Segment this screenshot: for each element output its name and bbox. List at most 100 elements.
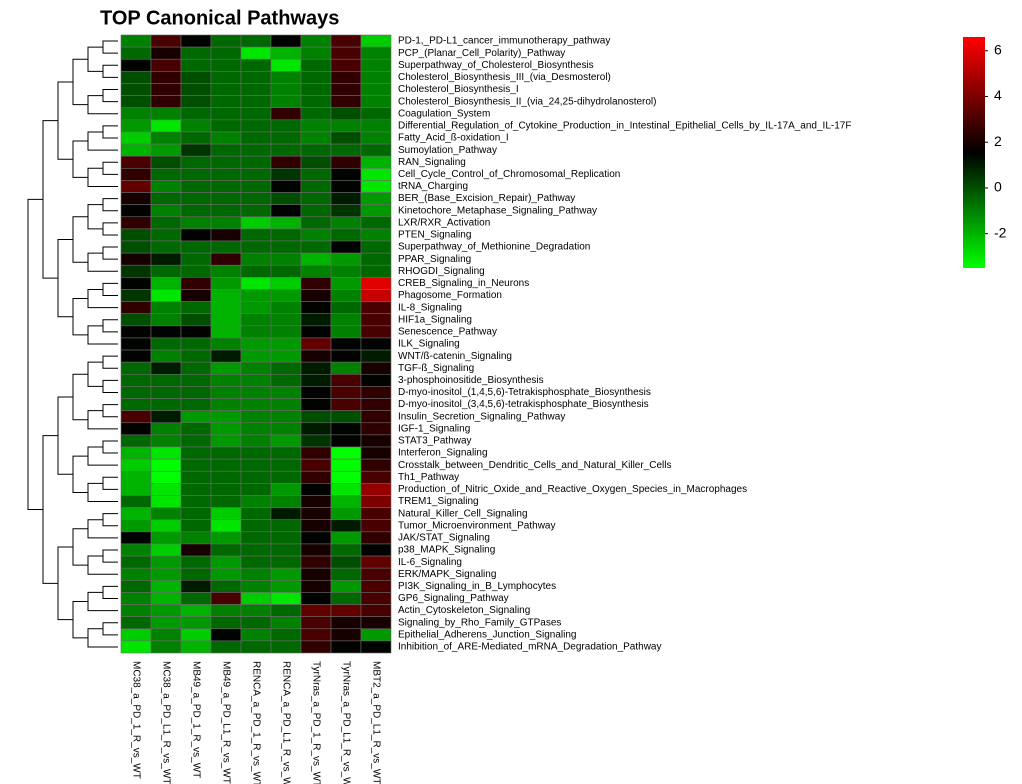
heat-cell bbox=[270, 507, 302, 521]
heat-cell bbox=[240, 34, 272, 48]
heat-cell bbox=[270, 167, 302, 181]
heat-cell bbox=[330, 604, 362, 617]
row-label: IL-6_Signaling bbox=[398, 557, 462, 568]
heat-cell bbox=[210, 555, 242, 569]
heat-cell bbox=[240, 458, 272, 472]
heat-cell bbox=[300, 228, 332, 242]
heat-cell bbox=[150, 386, 182, 399]
heat-cell bbox=[300, 604, 332, 617]
heat-cell bbox=[360, 313, 392, 327]
heat-cell bbox=[360, 579, 392, 593]
heat-cell bbox=[180, 495, 212, 508]
heat-cell bbox=[150, 83, 182, 96]
heat-cell bbox=[360, 495, 392, 508]
heat-cell bbox=[360, 228, 392, 242]
heat-cell bbox=[300, 628, 332, 642]
heat-cell bbox=[360, 264, 392, 278]
heat-cell bbox=[270, 264, 302, 278]
heat-cell bbox=[240, 325, 272, 339]
dendrogram-branch bbox=[87, 46, 103, 72]
heat-cell bbox=[300, 519, 332, 533]
heat-cell bbox=[330, 167, 362, 181]
heat-cell bbox=[150, 555, 182, 569]
heat-cell bbox=[150, 483, 182, 496]
heat-cell bbox=[270, 349, 302, 363]
heat-cell bbox=[240, 446, 272, 460]
heat-cell bbox=[120, 34, 152, 48]
heat-cell bbox=[180, 107, 212, 121]
heat-cell bbox=[270, 483, 302, 496]
heat-cell bbox=[120, 119, 152, 133]
heat-cell bbox=[300, 167, 332, 181]
heat-cell bbox=[300, 349, 332, 363]
heat-cell bbox=[120, 349, 152, 363]
heat-cell bbox=[300, 325, 332, 339]
row-label: Senescence_Pathway bbox=[398, 327, 497, 338]
row-label: STAT3_Pathway bbox=[398, 436, 472, 447]
key-tick-label: 2 bbox=[994, 133, 1002, 149]
heat-cell bbox=[120, 337, 152, 351]
row-label: PTEN_Signaling bbox=[398, 230, 471, 241]
heat-cell bbox=[210, 458, 242, 472]
heat-cell bbox=[120, 361, 152, 375]
heat-cell bbox=[330, 592, 362, 605]
heat-cell bbox=[180, 470, 212, 484]
heat-cell bbox=[210, 216, 242, 230]
heat-cell bbox=[360, 543, 392, 557]
heat-cell bbox=[270, 71, 302, 84]
dendrogram-branch bbox=[102, 379, 118, 393]
heat-cell bbox=[180, 58, 212, 72]
heat-cell bbox=[360, 46, 392, 60]
heat-cell bbox=[240, 155, 272, 169]
dendrogram-branch bbox=[102, 198, 118, 212]
heat-cell bbox=[270, 325, 302, 339]
heat-cell bbox=[210, 277, 242, 290]
heat-cell bbox=[270, 531, 302, 545]
heat-cell bbox=[270, 579, 302, 593]
heat-cell bbox=[150, 313, 182, 327]
heat-cell bbox=[150, 71, 182, 84]
heat-cell bbox=[180, 252, 212, 266]
heat-cell bbox=[270, 107, 302, 121]
heat-cell bbox=[150, 604, 182, 617]
heat-cell bbox=[270, 192, 302, 205]
heat-cell bbox=[180, 180, 212, 193]
row-label: Coagulation_System bbox=[398, 108, 490, 119]
heat-cell bbox=[150, 325, 182, 339]
heat-cell bbox=[330, 204, 362, 218]
heat-cell bbox=[180, 349, 212, 363]
heat-cell bbox=[360, 155, 392, 169]
dendrogram-branch bbox=[72, 216, 88, 263]
heat-cell bbox=[330, 119, 362, 133]
heat-cell bbox=[330, 519, 362, 533]
heat-cell bbox=[210, 131, 242, 145]
heat-cell bbox=[300, 204, 332, 218]
heat-cell bbox=[360, 555, 392, 569]
heat-cell bbox=[150, 446, 182, 460]
heat-cell bbox=[330, 46, 362, 60]
heat-cell bbox=[240, 167, 272, 181]
heat-cell bbox=[120, 604, 152, 617]
heat-cell bbox=[270, 543, 302, 557]
heat-cell bbox=[240, 410, 272, 424]
heat-cell bbox=[120, 46, 152, 60]
row-label: Natural_Killer_Cell_Signaling bbox=[398, 508, 528, 519]
heat-cell bbox=[300, 58, 332, 72]
column-label: MC38_a_PD_1_R_vs_WT bbox=[130, 661, 141, 779]
row-label: Insulin_Secretion_Signaling_Pathway bbox=[398, 411, 565, 422]
heat-cell bbox=[360, 519, 392, 533]
heat-cell bbox=[240, 483, 272, 496]
heat-cell bbox=[240, 640, 272, 654]
heat-cell bbox=[330, 252, 362, 266]
heat-cell bbox=[330, 386, 362, 399]
heat-cell bbox=[330, 628, 362, 642]
heat-cell bbox=[330, 240, 362, 254]
heat-cell bbox=[270, 604, 302, 617]
heat-cell bbox=[300, 592, 332, 605]
row-label: Cholesterol_Biosynthesis_II_(via_24,25-d… bbox=[398, 96, 656, 107]
heat-cell bbox=[240, 95, 272, 109]
heat-cell bbox=[150, 131, 182, 145]
heat-cell bbox=[180, 592, 212, 605]
heat-cell bbox=[330, 277, 362, 290]
dendrogram-branch bbox=[102, 319, 118, 333]
